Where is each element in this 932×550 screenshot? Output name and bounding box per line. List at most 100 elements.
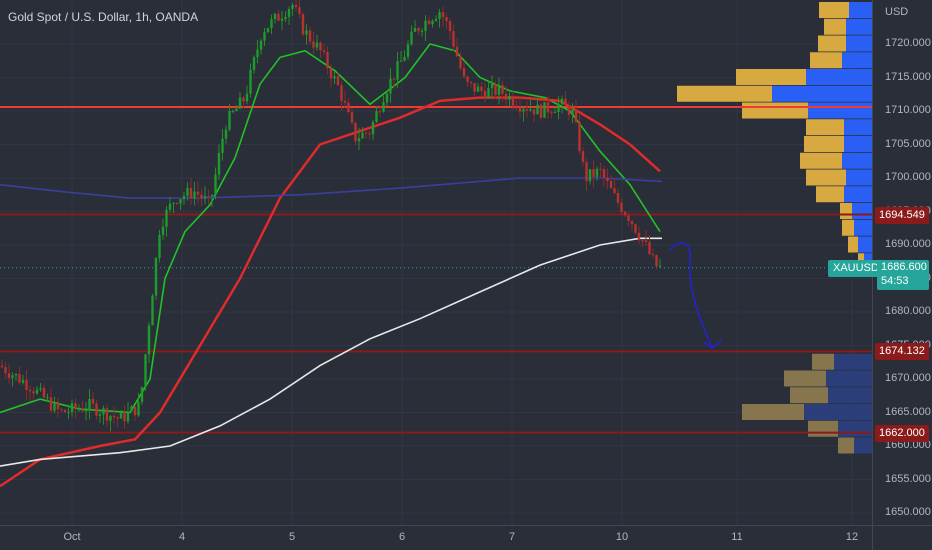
price-tick-label: 1670.000 <box>885 372 931 384</box>
volume-profile-down-bar <box>842 52 872 69</box>
candle-body <box>189 187 193 199</box>
candle-body <box>182 195 186 200</box>
time-tick-label: 6 <box>398 531 406 543</box>
candle-body <box>0 365 4 368</box>
volume-profile-down-bar <box>772 85 872 102</box>
volume-profile-down-bar <box>834 353 872 370</box>
volume-profile-up-bar <box>804 136 844 152</box>
chart-canvas[interactable] <box>0 0 872 525</box>
volume-profile-down-bar <box>846 169 872 186</box>
candle-body <box>270 19 273 29</box>
volume-profile-up-bar <box>840 203 852 219</box>
candle-body <box>399 60 403 62</box>
candle-body <box>469 81 473 84</box>
candle-body <box>476 86 480 92</box>
candle-body <box>441 12 445 18</box>
candle-body <box>585 162 588 182</box>
candle-body <box>280 18 284 21</box>
candle-body <box>158 235 161 258</box>
candle-body <box>53 401 56 411</box>
candle-body <box>14 373 18 376</box>
candle-body <box>532 109 536 115</box>
candle-body <box>25 380 28 390</box>
level-price-tag: 1674.132 <box>875 343 929 361</box>
volume-profile-up-bar <box>818 35 846 52</box>
candle-body <box>245 93 249 102</box>
price-tick-label: 1715.000 <box>885 70 931 83</box>
candle-body <box>172 202 175 204</box>
candle-body <box>420 30 424 32</box>
time-axis[interactable]: Oct 4 5 6 7 10 11 12 <box>0 525 872 550</box>
candle-body <box>553 111 557 113</box>
volume-profile-up-bar <box>806 169 846 186</box>
candle-body <box>214 174 217 195</box>
candle-body <box>557 103 560 112</box>
candle-body <box>581 151 585 163</box>
candle-body <box>322 50 326 52</box>
candle-body <box>620 202 623 212</box>
volume-profile-down-bar <box>808 102 872 119</box>
candle-body <box>112 415 116 418</box>
candle-body <box>473 83 476 92</box>
candle-body <box>599 168 602 170</box>
time-tick-label: 11 <box>731 531 743 543</box>
axis-currency: USD <box>885 6 909 18</box>
price-tick-label: 1650.000 <box>885 506 931 518</box>
candle-body <box>315 42 319 48</box>
candle-body <box>536 104 539 115</box>
candle-body <box>560 98 564 104</box>
candle-body <box>284 16 287 19</box>
candle-body <box>487 87 490 99</box>
price-tick-label: 1705.000 <box>885 137 931 150</box>
candle-body <box>434 18 438 21</box>
candle-body <box>81 408 84 412</box>
candle-body <box>364 132 368 134</box>
symbol-tag: XAUUSD <box>828 260 884 277</box>
candle-body <box>60 409 63 411</box>
bar-countdown-label: 54:53 <box>881 275 909 287</box>
candle-body <box>406 44 410 57</box>
candle-body <box>4 367 7 374</box>
price-tick-label: 1690.000 <box>885 238 931 250</box>
price-plot[interactable]: Gold Spot / U.S. Dollar, 1h, OANDA <box>0 0 872 525</box>
candle-body <box>480 86 483 91</box>
candle-body <box>179 199 182 204</box>
candle-body <box>445 17 448 22</box>
candle-body <box>329 68 333 79</box>
candle-body <box>144 354 147 388</box>
candle-body <box>627 215 630 222</box>
price-axis[interactable]: USD 1650.000 1655.000 1660.000 1665.000 1670… <box>872 0 932 525</box>
volume-profile-down-bar <box>804 404 872 420</box>
candle-body <box>361 132 364 139</box>
level-price-tag: 1662.000 <box>875 424 929 442</box>
candle-body <box>448 21 452 32</box>
time-tick-label: 4 <box>178 531 186 543</box>
candle-body <box>613 188 616 193</box>
ma-slow-line <box>0 177 663 199</box>
time-tick-label: Oct <box>63 531 81 543</box>
candle-body <box>550 112 553 114</box>
candle-body <box>249 69 252 94</box>
candle-body <box>126 411 130 422</box>
volume-profile-up-bar <box>742 404 804 420</box>
candle-body <box>497 84 501 95</box>
price-tick-label: 1710.000 <box>885 104 931 116</box>
candle-body <box>301 13 305 35</box>
candle-body <box>644 240 648 242</box>
candle-body <box>154 257 158 296</box>
candle-body <box>413 27 417 32</box>
axis-corner <box>872 525 932 550</box>
candle-body <box>140 387 144 402</box>
candle-body <box>343 100 347 103</box>
candle-body <box>305 30 308 35</box>
candle-body <box>508 95 511 100</box>
candle-body <box>326 51 329 69</box>
candle-body <box>340 85 343 101</box>
candle-body <box>21 380 25 383</box>
candle-body <box>277 13 280 21</box>
candle-body <box>389 78 392 94</box>
candle-body <box>641 240 644 242</box>
candle-body <box>602 169 606 178</box>
candle-body <box>130 406 133 412</box>
